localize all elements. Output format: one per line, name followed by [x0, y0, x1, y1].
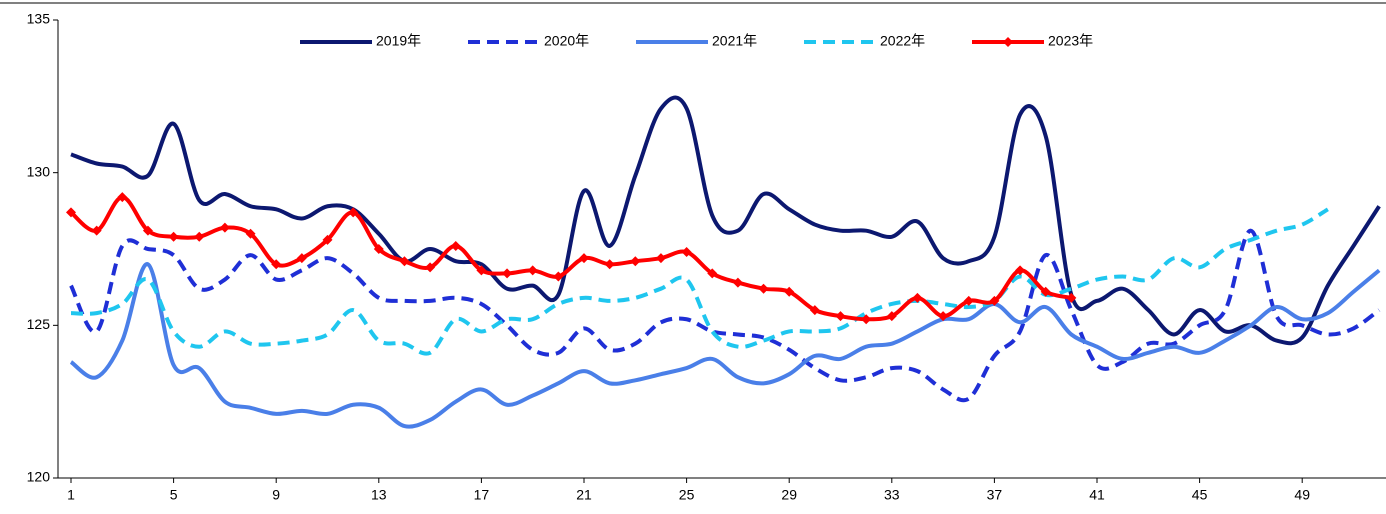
x-tick-label: 29 — [781, 487, 797, 503]
data-point — [66, 207, 76, 218]
x-tick-label: 17 — [474, 487, 490, 503]
data-point — [117, 192, 128, 203]
x-tick-label: 41 — [1089, 487, 1105, 503]
series-line — [69, 228, 1381, 403]
y-tick-label: 135 — [27, 11, 51, 27]
data-point — [989, 295, 1000, 306]
data-point — [322, 234, 333, 245]
data-point — [604, 259, 615, 270]
data-point — [732, 277, 743, 288]
series-line — [70, 207, 1329, 356]
x-tick-label: 21 — [576, 487, 592, 503]
data-point — [630, 256, 641, 267]
legend-label: 2022年 — [880, 33, 925, 49]
y-tick-label: 120 — [27, 469, 51, 485]
data-point — [861, 314, 872, 325]
data-point — [784, 286, 795, 297]
x-tick-label: 9 — [272, 487, 280, 503]
data-point — [835, 311, 846, 322]
data-point — [168, 231, 179, 242]
data-point — [553, 271, 564, 282]
data-point — [502, 268, 513, 279]
data-point — [912, 292, 923, 303]
data-point — [91, 225, 102, 236]
data-point — [399, 256, 410, 267]
data-point — [1040, 286, 1051, 297]
x-tick-label: 49 — [1294, 487, 1310, 503]
legend-label: 2019年 — [376, 33, 421, 49]
data-point — [579, 253, 589, 264]
data-point — [348, 207, 359, 218]
series-line — [70, 95, 1381, 346]
x-tick-label: 1 — [67, 487, 75, 503]
data-point — [758, 283, 769, 294]
data-point — [476, 265, 487, 276]
x-tick-label: 33 — [884, 487, 900, 503]
data-point — [296, 253, 307, 264]
x-tick-label: 5 — [170, 487, 178, 503]
legend-label: 2023年 — [1048, 33, 1093, 49]
data-point — [219, 222, 230, 233]
data-point — [373, 244, 384, 254]
y-tick-label: 125 — [27, 316, 51, 332]
data-point — [142, 225, 153, 236]
x-tick-label: 25 — [679, 487, 695, 503]
data-point — [655, 253, 666, 264]
x-tick-label: 13 — [371, 487, 387, 503]
data-point — [938, 311, 949, 322]
legend-label: 2020年 — [544, 33, 589, 49]
data-point — [245, 228, 256, 239]
series-line — [69, 262, 1381, 429]
data-point — [707, 268, 718, 279]
data-point — [963, 295, 974, 306]
data-point — [1066, 292, 1077, 303]
y-tick-label: 130 — [27, 163, 51, 179]
data-point — [271, 259, 282, 270]
legend-marker — [1003, 37, 1013, 47]
data-point — [681, 247, 692, 258]
legend-label: 2021年 — [712, 33, 757, 49]
data-point — [450, 240, 461, 251]
data-point — [425, 262, 436, 273]
data-point — [886, 311, 897, 322]
series-line — [69, 195, 1072, 322]
data-point — [194, 231, 205, 242]
x-tick-label: 37 — [987, 487, 1003, 503]
data-point — [809, 305, 820, 316]
data-point — [1015, 265, 1026, 276]
x-tick-label: 45 — [1192, 487, 1208, 503]
data-point — [527, 265, 538, 276]
